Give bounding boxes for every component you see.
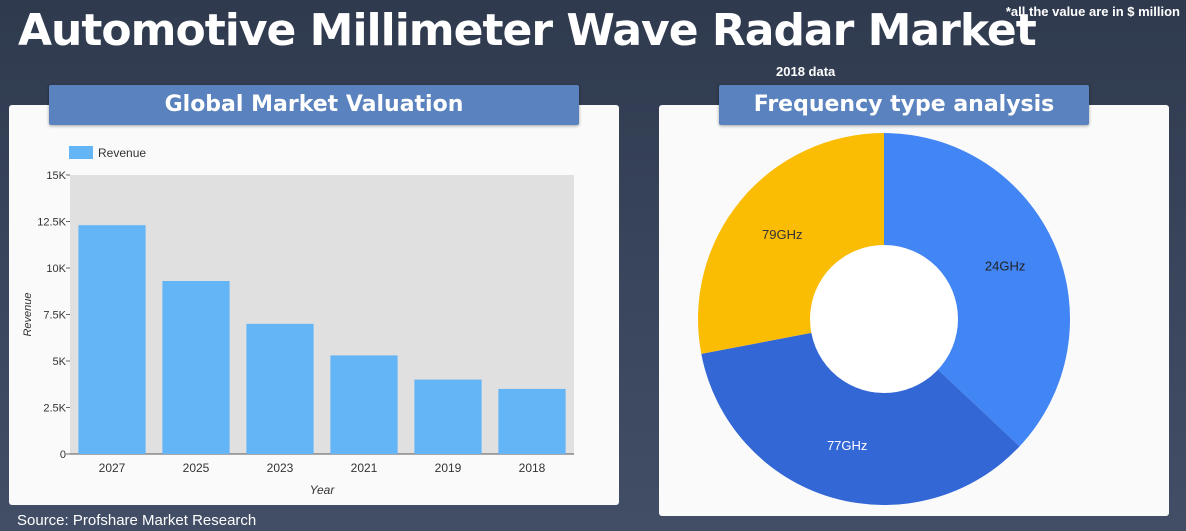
donut-slice[interactable] [701, 319, 1020, 506]
x-tick-label: 2019 [435, 461, 462, 475]
legend-swatch [69, 146, 93, 159]
y-tick-label: 15K [46, 170, 66, 182]
slice-label: 79GHz [762, 227, 802, 242]
currency-note: *all the value are in $ million [1005, 4, 1180, 19]
x-tick-label: 2023 [267, 461, 294, 475]
plot-area [70, 175, 574, 454]
y-tick-label: 2.5K [43, 403, 66, 415]
x-tick-label: 2025 [183, 461, 210, 475]
x-axis-label: Year [310, 483, 336, 497]
y-tick-label: 7.5K [43, 310, 66, 322]
bar[interactable] [246, 323, 314, 454]
bar[interactable] [330, 355, 398, 454]
bar[interactable] [414, 379, 482, 454]
x-tick-label: 2027 [99, 461, 126, 475]
x-tick-label: 2021 [351, 461, 378, 475]
source-text: Source: Profshare Market Research [17, 512, 257, 529]
bar[interactable] [162, 281, 230, 454]
bar[interactable] [78, 225, 146, 454]
bar-chart-title: Global Market Valuation [49, 85, 579, 125]
donut-slice[interactable] [884, 133, 1070, 447]
y-tick-label: 5K [53, 356, 67, 368]
legend-label: Revenue [98, 146, 146, 160]
x-tick-label: 2018 [519, 461, 546, 475]
donut-hole [810, 245, 958, 393]
page-title: Automotive Millimeter Wave Radar Market [18, 5, 1037, 56]
y-tick-label: 0 [60, 449, 66, 461]
y-tick-label: 12.5K [37, 217, 66, 229]
y-axis-label: Revenue [22, 292, 34, 336]
slice-label: 24GHz [985, 259, 1025, 274]
donut-chart-title: Frequency type analysis [719, 85, 1089, 125]
y-tick-label: 10K [46, 263, 66, 275]
bar[interactable] [498, 388, 566, 454]
data-year-note: 2018 data [776, 64, 836, 79]
slice-label: 77GHz [827, 438, 867, 453]
